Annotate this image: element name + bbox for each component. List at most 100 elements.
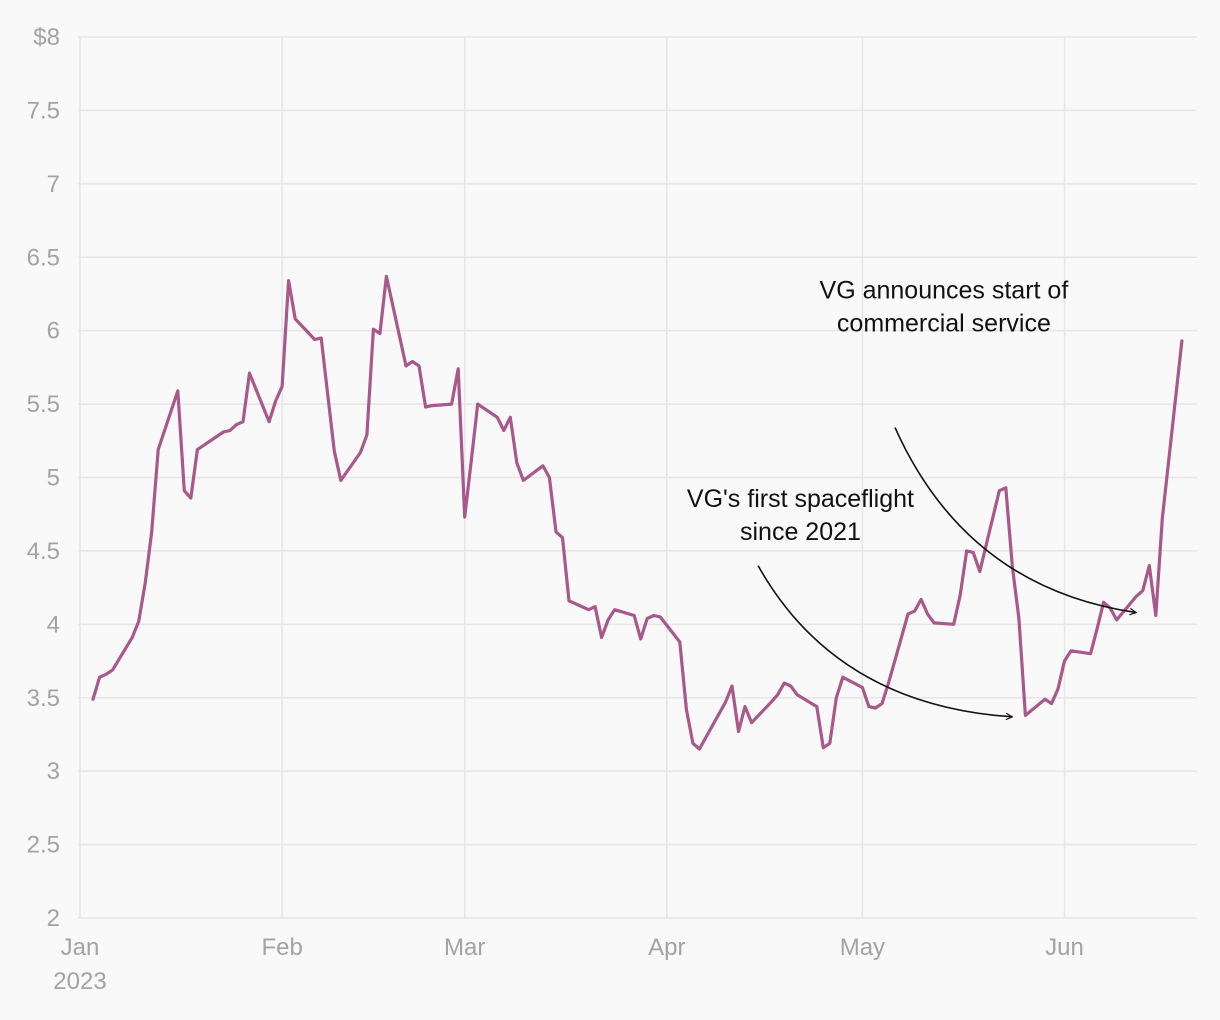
data-point [104, 673, 108, 676]
data-point [998, 489, 1001, 492]
data-point [1069, 649, 1073, 652]
data-point [587, 608, 590, 611]
data-point [450, 402, 453, 406]
data-point [796, 693, 799, 697]
data-point [111, 668, 114, 672]
data-point [476, 402, 479, 406]
annotation-text: VG announces start of [820, 276, 1069, 304]
y-tick-label: 7.5 [27, 97, 60, 124]
annotations: VG's first spaceflight since 2021 VG annou… [687, 276, 1136, 716]
x-axis: 2023 Jan Feb Mar Apr May Jun [53, 934, 1084, 995]
data-point [782, 681, 786, 685]
data-point [137, 620, 140, 623]
data-point [913, 609, 916, 613]
data-point [339, 479, 342, 482]
data-point [1141, 589, 1144, 592]
data-point [267, 420, 271, 423]
data-point [593, 605, 597, 608]
data-point [965, 549, 968, 553]
data-point [313, 338, 316, 341]
data-point [600, 636, 603, 639]
y-axis: $8 7.5 7 6.5 6 5.5 5 4.5 4 3.5 3 2.5 2 [27, 24, 60, 932]
data-point [333, 449, 336, 453]
data-point [972, 551, 975, 554]
data-point [470, 460, 473, 463]
data-point [959, 593, 962, 597]
data-point [509, 416, 512, 419]
data-point [404, 364, 408, 368]
data-point [887, 681, 890, 685]
data-point [1095, 627, 1099, 630]
data-point [919, 598, 923, 601]
x-tick-label: Feb [261, 934, 302, 961]
data-point [828, 742, 831, 745]
data-point [691, 742, 695, 745]
data-point [678, 640, 682, 644]
data-point [874, 706, 877, 710]
data-point [372, 327, 375, 331]
annotation-arrow [894, 427, 1136, 613]
data-point [365, 433, 369, 437]
data-point [704, 736, 708, 739]
x-tick-label: Jan [61, 934, 100, 961]
data-point [150, 530, 153, 534]
series-line [91, 274, 1184, 751]
data-point [1050, 702, 1053, 705]
data-point [320, 336, 323, 340]
data-point [1004, 486, 1008, 489]
data-point [1154, 614, 1158, 617]
data-point [606, 618, 610, 622]
data-point [952, 623, 955, 626]
data-point [613, 608, 616, 611]
data-point [430, 404, 434, 407]
data-point [567, 599, 571, 603]
data-point [222, 430, 225, 434]
data-point [228, 429, 232, 432]
y-tick-label: 2 [47, 905, 60, 932]
data-point [280, 385, 284, 388]
data-point [906, 612, 910, 616]
data-point [789, 684, 792, 688]
data-point [822, 746, 825, 749]
x-tick-label: May [840, 934, 885, 961]
data-point [196, 448, 199, 451]
data-point [1017, 617, 1021, 620]
y-tick-label: 3 [47, 758, 60, 785]
data-point [541, 464, 545, 467]
data-point [750, 721, 753, 724]
data-point [359, 451, 362, 454]
data-point [91, 698, 95, 701]
data-point [496, 416, 499, 419]
data-point [130, 636, 134, 639]
data-point [157, 448, 160, 451]
data-point [1102, 601, 1105, 604]
data-point [456, 367, 460, 371]
data-point [274, 399, 277, 403]
data-point [522, 479, 525, 482]
data-point [144, 582, 147, 585]
data-point [241, 420, 245, 423]
data-point [1115, 618, 1118, 622]
data-point [1024, 714, 1027, 717]
data-point [1043, 698, 1047, 701]
data-point [769, 700, 773, 704]
annotation-text: since 2021 [740, 518, 861, 546]
data-point [1056, 687, 1060, 691]
x-tick-label: Jun [1045, 934, 1084, 961]
y-tick-label: 6.5 [27, 244, 60, 271]
annotation-text: commercial service [837, 309, 1051, 337]
data-point [326, 394, 329, 397]
data-point [515, 461, 519, 465]
data-point [737, 730, 740, 733]
data-point [815, 705, 818, 708]
x-axis-year-label: 2023 [53, 968, 106, 995]
data-point [867, 705, 871, 708]
data-point [932, 621, 936, 625]
data-point [98, 675, 101, 679]
data-point [880, 702, 884, 705]
data-point [502, 429, 505, 432]
data-point [176, 389, 179, 393]
data-point [248, 372, 251, 375]
y-tick-label: 5.5 [27, 391, 60, 418]
data-point [685, 708, 688, 711]
